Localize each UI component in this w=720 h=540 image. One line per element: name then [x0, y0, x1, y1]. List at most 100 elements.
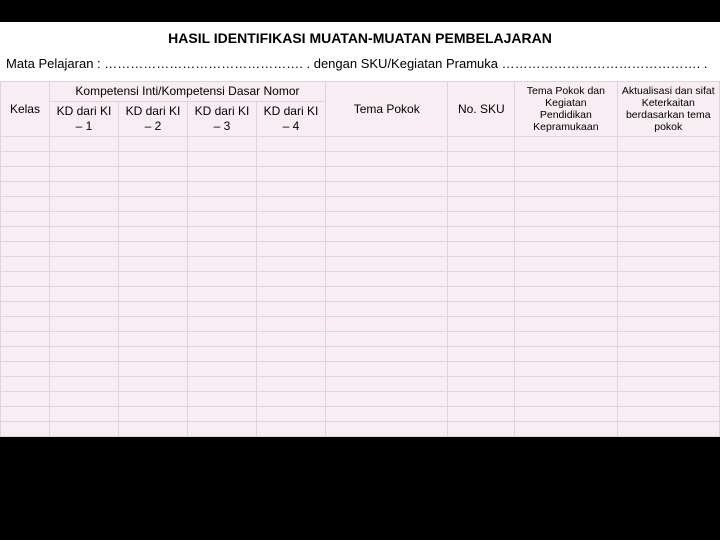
table-cell: [617, 347, 719, 362]
table-cell: [515, 167, 617, 182]
table-cell: [256, 377, 325, 392]
table-cell: [326, 197, 448, 212]
table-cell: [515, 407, 617, 422]
table-cell: [49, 317, 118, 332]
table-row: [1, 152, 720, 167]
col-kd2: KD dari KI – 2: [118, 102, 187, 137]
table-cell: [118, 152, 187, 167]
table-cell: [448, 197, 515, 212]
table-cell: [187, 272, 256, 287]
table-cell: [49, 197, 118, 212]
table-cell: [1, 332, 50, 347]
table-cell: [256, 392, 325, 407]
table-cell: [515, 182, 617, 197]
table-row: [1, 392, 720, 407]
table-cell: [187, 422, 256, 437]
table-row: [1, 287, 720, 302]
table-cell: [448, 152, 515, 167]
table-cell: [326, 422, 448, 437]
table-cell: [448, 377, 515, 392]
table-cell: [256, 137, 325, 152]
table-cell: [256, 347, 325, 362]
table-cell: [448, 287, 515, 302]
table-cell: [515, 257, 617, 272]
table-cell: [326, 362, 448, 377]
table-cell: [187, 152, 256, 167]
table-cell: [1, 257, 50, 272]
table-cell: [49, 347, 118, 362]
table-cell: [49, 227, 118, 242]
table-cell: [1, 167, 50, 182]
table-row: [1, 302, 720, 317]
col-kelas: Kelas: [1, 82, 50, 137]
table-cell: [448, 422, 515, 437]
table-cell: [256, 407, 325, 422]
page-title: HASIL IDENTIFIKASI MUATAN-MUATAN PEMBELA…: [0, 22, 720, 56]
table-cell: [617, 152, 719, 167]
table-cell: [617, 227, 719, 242]
table-row: [1, 407, 720, 422]
col-no-sku: No. SKU: [448, 82, 515, 137]
table-cell: [326, 302, 448, 317]
table-cell: [118, 227, 187, 242]
table-cell: [1, 137, 50, 152]
table-cell: [448, 257, 515, 272]
table-cell: [326, 272, 448, 287]
table-cell: [515, 287, 617, 302]
table-row: [1, 137, 720, 152]
table-cell: [617, 242, 719, 257]
table-cell: [256, 362, 325, 377]
table-row: [1, 257, 720, 272]
table-cell: [617, 272, 719, 287]
table-cell: [49, 407, 118, 422]
table-cell: [515, 242, 617, 257]
table-cell: [187, 137, 256, 152]
table-cell: [187, 317, 256, 332]
table-cell: [256, 212, 325, 227]
table-cell: [326, 347, 448, 362]
table-row: [1, 377, 720, 392]
table-cell: [187, 257, 256, 272]
table-cell: [256, 242, 325, 257]
col-tema-kegiatan: Tema Pokok dan Kegiatan Pendidikan Kepra…: [515, 82, 617, 137]
table-cell: [187, 167, 256, 182]
table-cell: [448, 392, 515, 407]
table-cell: [118, 392, 187, 407]
table-row: [1, 272, 720, 287]
table-cell: [256, 152, 325, 167]
table-cell: [256, 227, 325, 242]
table-cell: [448, 182, 515, 197]
table-cell: [617, 257, 719, 272]
table-cell: [1, 287, 50, 302]
table-cell: [515, 227, 617, 242]
table-cell: [1, 182, 50, 197]
table-cell: [1, 377, 50, 392]
table-row: [1, 227, 720, 242]
table-cell: [515, 347, 617, 362]
table-cell: [256, 287, 325, 302]
table-cell: [326, 212, 448, 227]
table-cell: [326, 137, 448, 152]
table-cell: [49, 377, 118, 392]
table-cell: [187, 212, 256, 227]
table-cell: [118, 317, 187, 332]
table-cell: [1, 242, 50, 257]
table-cell: [326, 332, 448, 347]
table-cell: [49, 137, 118, 152]
table-cell: [617, 332, 719, 347]
table-cell: [187, 227, 256, 242]
table-cell: [1, 407, 50, 422]
table-cell: [118, 167, 187, 182]
table-cell: [49, 212, 118, 227]
table-cell: [617, 137, 719, 152]
table-cell: [118, 332, 187, 347]
table-cell: [118, 257, 187, 272]
table-cell: [118, 197, 187, 212]
table-cell: [448, 362, 515, 377]
table-cell: [326, 227, 448, 242]
table-cell: [617, 362, 719, 377]
table-cell: [118, 287, 187, 302]
table-cell: [118, 137, 187, 152]
table-cell: [617, 377, 719, 392]
table-cell: [49, 362, 118, 377]
